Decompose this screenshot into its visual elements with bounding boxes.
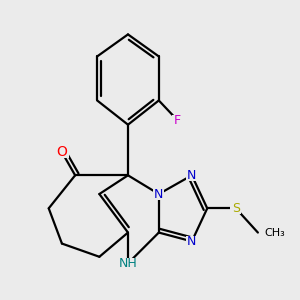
FancyBboxPatch shape — [172, 115, 183, 126]
Text: N: N — [154, 188, 164, 200]
Text: N: N — [187, 235, 196, 248]
FancyBboxPatch shape — [186, 170, 197, 181]
Text: S: S — [232, 202, 240, 215]
Text: CH₃: CH₃ — [265, 228, 285, 238]
FancyBboxPatch shape — [118, 258, 138, 269]
FancyBboxPatch shape — [186, 236, 197, 247]
Text: N: N — [187, 169, 196, 182]
Text: O: O — [56, 145, 68, 159]
FancyBboxPatch shape — [55, 147, 69, 158]
Text: F: F — [174, 114, 181, 127]
FancyBboxPatch shape — [153, 188, 164, 200]
Text: NH: NH — [118, 257, 137, 270]
FancyBboxPatch shape — [230, 203, 242, 214]
